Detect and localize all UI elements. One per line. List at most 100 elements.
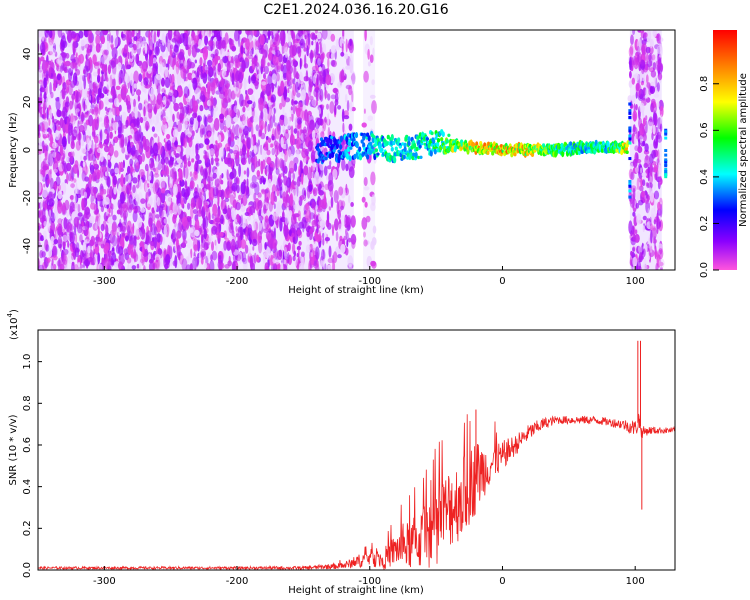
- spectrogram-cell: [214, 177, 220, 188]
- spectrogram-cell: [124, 61, 130, 70]
- spectrogram-cell: [249, 182, 256, 189]
- spectrogram-cell: [157, 146, 160, 151]
- spectrogram-cell: [234, 30, 240, 42]
- spectrogram-cell: [261, 81, 267, 86]
- spectrogram-cell: [351, 90, 354, 103]
- spectrogram-cell: [97, 74, 101, 83]
- spectrogram-cell: [226, 169, 229, 181]
- spectrogram-cell: [207, 115, 213, 123]
- spectrogram-cell: [324, 263, 327, 270]
- spectrogram-cell: [284, 246, 288, 260]
- spectrogram-cell: [64, 123, 69, 131]
- spectrogram-cell: [298, 165, 301, 177]
- spectrogram-cell: [648, 187, 653, 197]
- spectrogram-cell: [146, 201, 151, 207]
- spectrogram-cell: [288, 90, 293, 99]
- spectrogram-cell: [318, 66, 322, 72]
- spectrogram-cell: [141, 153, 145, 163]
- spectrogram-cell: [67, 240, 70, 248]
- spectrogram-cell: [345, 183, 348, 194]
- spectrogram-cell: [113, 97, 120, 107]
- spectrogram-cell: [41, 96, 45, 103]
- spectrogram-cell: [115, 30, 119, 38]
- spectrogram-cell: [245, 55, 250, 63]
- spectrogram-cell: [292, 103, 296, 115]
- spectrogram-cell: [646, 52, 649, 64]
- spectrogram-cell: [369, 36, 373, 46]
- spectrogram-cell: [632, 247, 635, 252]
- spectrogram-cell: [57, 126, 61, 131]
- spectrogram-cell: [49, 47, 56, 57]
- spectrogram-cell: [117, 126, 122, 139]
- spectrogram-cell: [141, 40, 147, 48]
- spectrogram-cell: [295, 81, 299, 94]
- spectrogram-cell: [297, 209, 301, 222]
- spectrogram-cell: [126, 100, 131, 114]
- spectrogram-cell: [48, 109, 53, 121]
- spectrogram-cell: [279, 114, 285, 121]
- spectrogram-cell: [112, 62, 117, 76]
- spectrogram-cell: [296, 183, 299, 197]
- spectrogram-cell: [311, 33, 316, 41]
- spectrogram-cell: [267, 232, 272, 245]
- spectrogram-cell: [265, 139, 268, 150]
- spectrogram-cell: [42, 187, 48, 198]
- spectrogram-cell: [231, 45, 237, 52]
- spectrogram-cell: [293, 128, 298, 134]
- spectrogram-cell: [330, 196, 334, 209]
- spectrogram-cell: [210, 53, 215, 58]
- spectrogram-cell: [231, 261, 236, 270]
- spectrogram-cell: [341, 108, 345, 122]
- spectrogram-cell: [190, 248, 193, 259]
- spectrogram-cell: [295, 136, 301, 150]
- spectrogram-cell: [57, 83, 60, 91]
- spectrogram-cell: [195, 143, 201, 151]
- spectrogram-cell: [224, 264, 230, 269]
- spectrogram-cell: [136, 140, 141, 152]
- spectrogram-cell: [281, 42, 284, 55]
- spectrogram-cell: [656, 33, 661, 44]
- spectrogram-cell: [92, 118, 97, 132]
- spectrogram-cell: [146, 191, 149, 202]
- spectrogram-cell: [305, 93, 309, 107]
- spectrogram-cell: [211, 225, 218, 235]
- spectrogram-cell: [44, 148, 48, 161]
- spectrogram-cell: [257, 199, 263, 210]
- spectrogram-cell: [293, 204, 297, 209]
- spectrogram-cell: [184, 165, 189, 180]
- spectrogram-cell: [274, 32, 279, 42]
- spectrogram-cell: [248, 75, 251, 84]
- spectrogram-cell: [99, 139, 102, 148]
- spectrogram-cell: [244, 244, 249, 254]
- spectrogram-cell: [642, 140, 646, 147]
- spectrogram-cell: [45, 96, 50, 108]
- spectrogram-cell: [271, 73, 277, 85]
- spectrogram-cell: [123, 248, 128, 256]
- spectrogram-cell: [284, 112, 288, 127]
- spectrogram-cell: [53, 168, 58, 173]
- spectrogram-cell: [199, 205, 202, 215]
- spectrogram-cell: [655, 262, 659, 270]
- spectrogram-cell: [176, 244, 181, 259]
- spectrogram-cell: [240, 44, 244, 55]
- spectrogram-cell: [153, 133, 158, 138]
- spectrogram-cell: [344, 94, 348, 103]
- spectrogram-cell: [142, 215, 145, 222]
- spectrogram-cell: [264, 242, 267, 250]
- spectrogram-cell: [290, 30, 294, 37]
- spectrogram-cell: [145, 183, 148, 193]
- spectrogram-cell: [58, 243, 62, 248]
- figure-title: C2E1.2024.036.16.20.G16: [263, 2, 448, 18]
- spectrogram-cell: [330, 45, 337, 54]
- spectrogram-cell: [309, 228, 313, 235]
- spectrogram-cell: [41, 251, 46, 258]
- spectrogram-cell: [644, 155, 651, 167]
- spectrogram-cell: [105, 175, 110, 186]
- spectrogram-cell: [657, 248, 664, 260]
- spectrogram-cell: [131, 265, 137, 270]
- spectrogram-cell: [341, 158, 346, 171]
- spectrogram-cell: [290, 125, 294, 138]
- spectrogram-cell: [232, 116, 239, 123]
- spectrogram-cell: [241, 251, 247, 263]
- spectrogram-cell: [248, 248, 251, 257]
